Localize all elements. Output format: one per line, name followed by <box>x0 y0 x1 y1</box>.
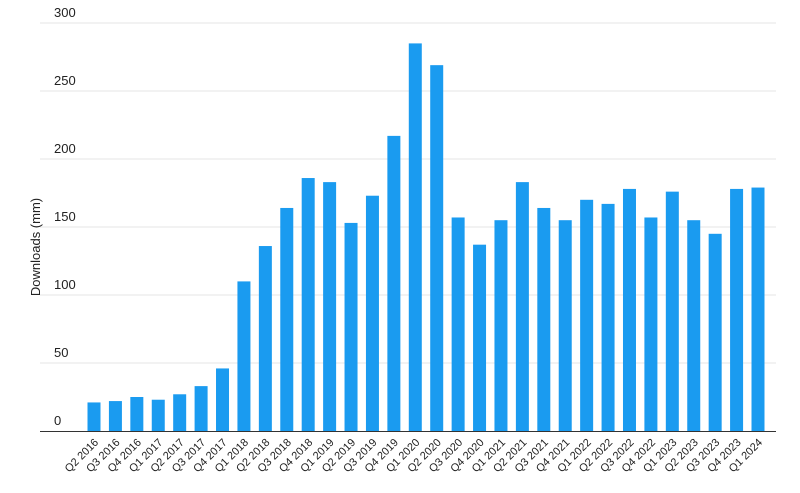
bar <box>515 182 529 431</box>
bar <box>323 182 337 431</box>
y-tick-label: 0 <box>54 413 61 428</box>
bar <box>216 368 230 431</box>
bar <box>494 220 508 431</box>
bar <box>537 207 551 431</box>
bar <box>601 203 615 431</box>
bar <box>708 233 722 431</box>
bar <box>151 399 165 431</box>
bar <box>473 244 487 431</box>
bar <box>644 217 658 431</box>
y-tick-label: 150 <box>54 209 76 224</box>
bar <box>730 188 744 431</box>
bar <box>387 135 401 431</box>
bar <box>622 188 636 431</box>
bar <box>173 394 187 431</box>
y-tick-label: 300 <box>54 5 76 20</box>
bar <box>344 222 358 431</box>
bar <box>237 281 251 431</box>
bar <box>451 217 465 431</box>
bar <box>130 397 144 431</box>
y-tick-label: 50 <box>54 345 68 360</box>
bar <box>258 246 272 431</box>
bar <box>280 207 294 431</box>
y-axis-tick-labels: 0 50 100 150 200 250 300 <box>54 5 76 428</box>
bar <box>87 402 101 431</box>
bar <box>580 199 594 431</box>
bars <box>87 43 765 432</box>
bar <box>687 220 701 431</box>
bar <box>365 195 379 431</box>
bar <box>108 401 122 431</box>
bar <box>430 65 444 431</box>
bar <box>301 178 315 431</box>
y-tick-label: 250 <box>54 73 76 88</box>
bar <box>665 191 679 431</box>
bar <box>558 220 572 431</box>
bar <box>194 386 208 431</box>
y-tick-label: 200 <box>54 141 76 156</box>
grid-lines <box>40 22 776 364</box>
y-axis-title: Downloads (mm) <box>28 198 43 296</box>
bar <box>408 43 422 432</box>
y-tick-label: 100 <box>54 277 76 292</box>
bar <box>751 187 765 431</box>
